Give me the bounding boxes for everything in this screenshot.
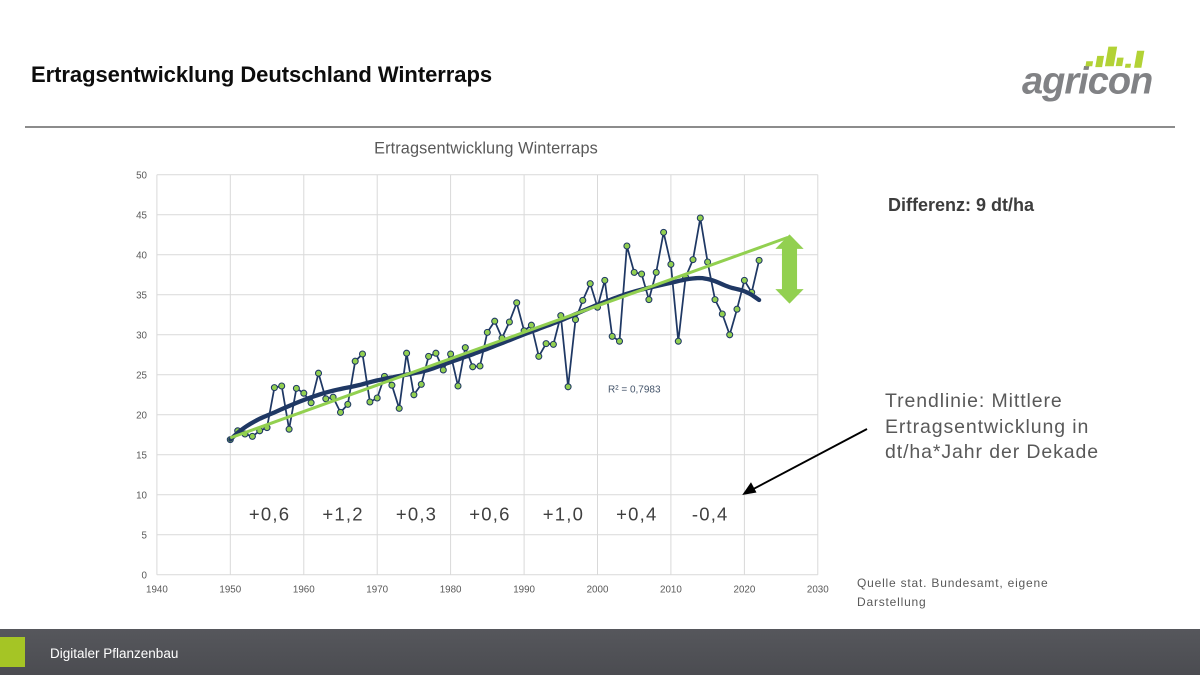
svg-text:1950: 1950 [219,585,241,596]
svg-text:+0,6: +0,6 [249,504,290,525]
svg-text:45: 45 [136,210,147,221]
svg-text:agricon: agricon [1022,61,1152,103]
svg-text:2020: 2020 [734,585,756,596]
svg-text:25: 25 [136,370,147,381]
svg-text:30: 30 [136,330,147,341]
svg-text:+1,2: +1,2 [322,504,363,525]
svg-text:2000: 2000 [587,585,609,596]
svg-text:1980: 1980 [440,585,462,596]
svg-text:1990: 1990 [513,585,535,596]
svg-text:50: 50 [136,170,147,181]
svg-text:15: 15 [136,450,147,461]
svg-text:20: 20 [136,410,147,421]
svg-text:2030: 2030 [807,585,829,596]
svg-text:1940: 1940 [146,585,168,596]
svg-text:-0,4: -0,4 [692,504,729,525]
svg-text:Ertragsentwicklung Winterraps: Ertragsentwicklung Winterraps [374,140,598,158]
svg-text:2010: 2010 [660,585,682,596]
svg-text:+0,4: +0,4 [616,504,657,525]
svg-text:R² = 0,7983: R² = 0,7983 [608,385,661,396]
svg-text:0: 0 [142,570,148,581]
svg-text:35: 35 [136,290,147,301]
svg-text:5: 5 [142,530,148,541]
svg-text:40: 40 [136,250,147,261]
svg-text:+0,3: +0,3 [396,504,437,525]
svg-text:+1,0: +1,0 [543,504,584,525]
svg-text:1960: 1960 [293,585,315,596]
svg-text:1970: 1970 [366,585,388,596]
svg-text:10: 10 [136,490,147,501]
svg-text:+0,6: +0,6 [469,504,510,525]
